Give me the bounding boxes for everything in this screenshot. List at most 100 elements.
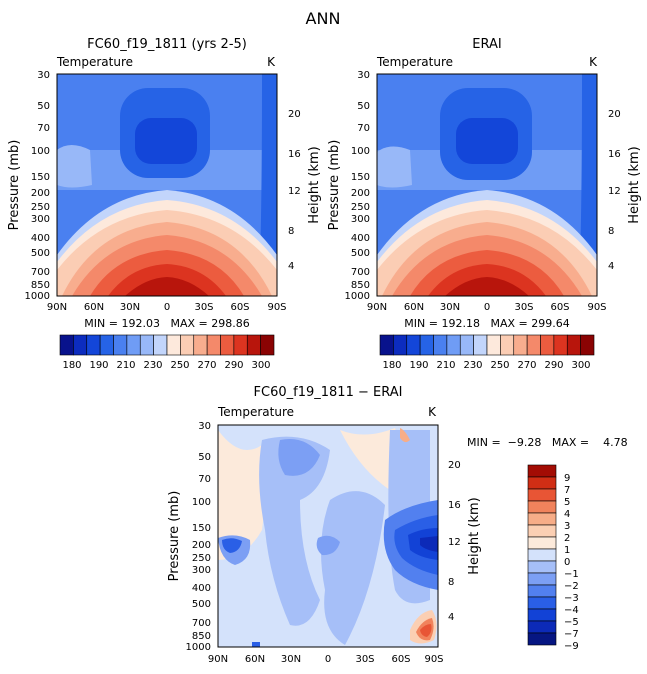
- y-tick-label: 200: [351, 188, 370, 199]
- y-tick-label: 50: [198, 452, 211, 463]
- y-tick-labels: 30 50 70 100 150 200 250 300 400 500 700…: [25, 70, 50, 302]
- panel-right: ERAI Temperature K 30 50 70 100 150 20: [327, 37, 642, 371]
- panel-title: ERAI: [472, 37, 501, 52]
- y-tick-label: 400: [351, 233, 370, 244]
- colorbar-label: 210: [116, 360, 135, 371]
- colorbar-label: 7: [564, 485, 570, 496]
- colorbar-swatch: [527, 488, 557, 502]
- colorbar-label: 0: [564, 557, 570, 568]
- colorbar-swatch: [113, 334, 128, 356]
- colorbar-label: 230: [463, 360, 482, 371]
- y-tick-label: 30: [37, 70, 50, 81]
- heatmap-field: [377, 74, 597, 296]
- y-tick-label: 150: [192, 523, 211, 534]
- colorbar-swatch: [527, 536, 557, 550]
- x-tick-label: 60S: [391, 654, 410, 665]
- colorbar: 180 190 210 230 250 270 290 300: [59, 334, 275, 371]
- height-tick-labels: 20 16 12 8 4: [288, 109, 301, 272]
- field-band: [445, 277, 529, 296]
- y-axis-label: Pressure (mb): [167, 491, 182, 582]
- y-tick-label: 700: [351, 267, 370, 278]
- colorbar-label: 210: [436, 360, 455, 371]
- height-tick-labels: 20 16 12 8 4: [448, 460, 461, 623]
- colorbar-swatch: [260, 334, 275, 356]
- x-tick-labels: 90N 60N 30N 0 30S 60S 90S: [47, 302, 287, 313]
- colorbar-label: 2: [564, 533, 570, 544]
- x-tick-label: 90S: [587, 302, 606, 313]
- colorbar-swatch: [406, 334, 421, 356]
- y-tick-label: 150: [31, 172, 50, 183]
- x-tick-label: 0: [325, 654, 331, 665]
- colorbar-swatch: [433, 334, 448, 356]
- colorbar-swatch: [527, 596, 557, 610]
- x-tick-label: 90N: [208, 654, 228, 665]
- colorbar-swatch: [527, 608, 557, 622]
- colorbar-swatch: [233, 334, 248, 356]
- y-tick-label: 200: [192, 540, 211, 551]
- field-band: [321, 491, 385, 645]
- colorbar-swatch: [527, 620, 557, 634]
- units-label: K: [267, 55, 276, 69]
- colorbar-label: 300: [251, 360, 270, 371]
- colorbar-swatch: [527, 512, 557, 526]
- colorbar-swatch: [473, 334, 488, 356]
- y-tick-label: 700: [192, 618, 211, 629]
- y-tick-label: 1000: [25, 291, 50, 302]
- x-tick-label: 90N: [47, 302, 67, 313]
- colorbar-label: −5: [564, 617, 579, 628]
- plot-frame: [217, 424, 439, 648]
- colorbar-label: 5: [564, 497, 570, 508]
- colorbar-label: 180: [62, 360, 81, 371]
- colorbar-label: 290: [224, 360, 243, 371]
- heatmap-field: [57, 74, 277, 296]
- y-tick-label: 500: [192, 599, 211, 610]
- height-tick-label: 16: [288, 149, 301, 160]
- colorbar-swatch: [527, 632, 557, 646]
- y-tick-label: 850: [351, 280, 370, 291]
- field-band: [259, 436, 330, 626]
- plot-frame: [376, 73, 598, 297]
- colorbar-label: 230: [143, 360, 162, 371]
- colorbar-swatch: [500, 334, 515, 356]
- height-tick-label: 12: [288, 186, 301, 197]
- x-tick-label: 90S: [267, 302, 286, 313]
- colorbar-swatch: [419, 334, 434, 356]
- field-band: [278, 439, 320, 476]
- x-tick-label: 30S: [514, 302, 533, 313]
- colorbar-swatch: [566, 334, 581, 356]
- colorbar-swatch: [446, 334, 461, 356]
- field-band: [420, 624, 432, 637]
- colorbar-swatch: [193, 334, 208, 356]
- field-band: [222, 538, 242, 553]
- colorbar-label: 4: [564, 509, 570, 520]
- colorbar-label: 190: [409, 360, 428, 371]
- y-axis-right-label: Height (km): [467, 497, 482, 574]
- y-tick-label: 100: [351, 146, 370, 157]
- y-tick-label: 70: [198, 474, 211, 485]
- x-tick-label: 30S: [355, 654, 374, 665]
- heatmap-field: [218, 425, 438, 647]
- colorbar-label: 290: [544, 360, 563, 371]
- y-tick-label: 150: [351, 172, 370, 183]
- y-tick-label: 70: [37, 123, 50, 134]
- colorbar-swatch: [527, 572, 557, 586]
- y-tick-label: 50: [357, 101, 370, 112]
- colorbar-swatches: [379, 334, 595, 356]
- colorbar-label: 250: [490, 360, 509, 371]
- colorbar-swatch: [180, 334, 195, 356]
- colorbar-swatch: [580, 334, 595, 356]
- field-band: [125, 277, 209, 296]
- height-tick-label: 8: [448, 577, 454, 588]
- x-tick-label: 30N: [440, 302, 460, 313]
- x-tick-label: 0: [484, 302, 490, 313]
- x-tick-label: 30N: [281, 654, 301, 665]
- colorbar-swatch: [153, 334, 168, 356]
- variable-label: Temperature: [217, 405, 294, 419]
- height-tick-label: 20: [448, 460, 461, 471]
- colorbar-swatch: [527, 524, 557, 538]
- y-tick-label: 250: [192, 553, 211, 564]
- height-tick-label: 20: [288, 109, 301, 120]
- y-tick-label: 100: [31, 146, 50, 157]
- colorbar-swatch: [126, 334, 141, 356]
- colorbar-swatch: [540, 334, 555, 356]
